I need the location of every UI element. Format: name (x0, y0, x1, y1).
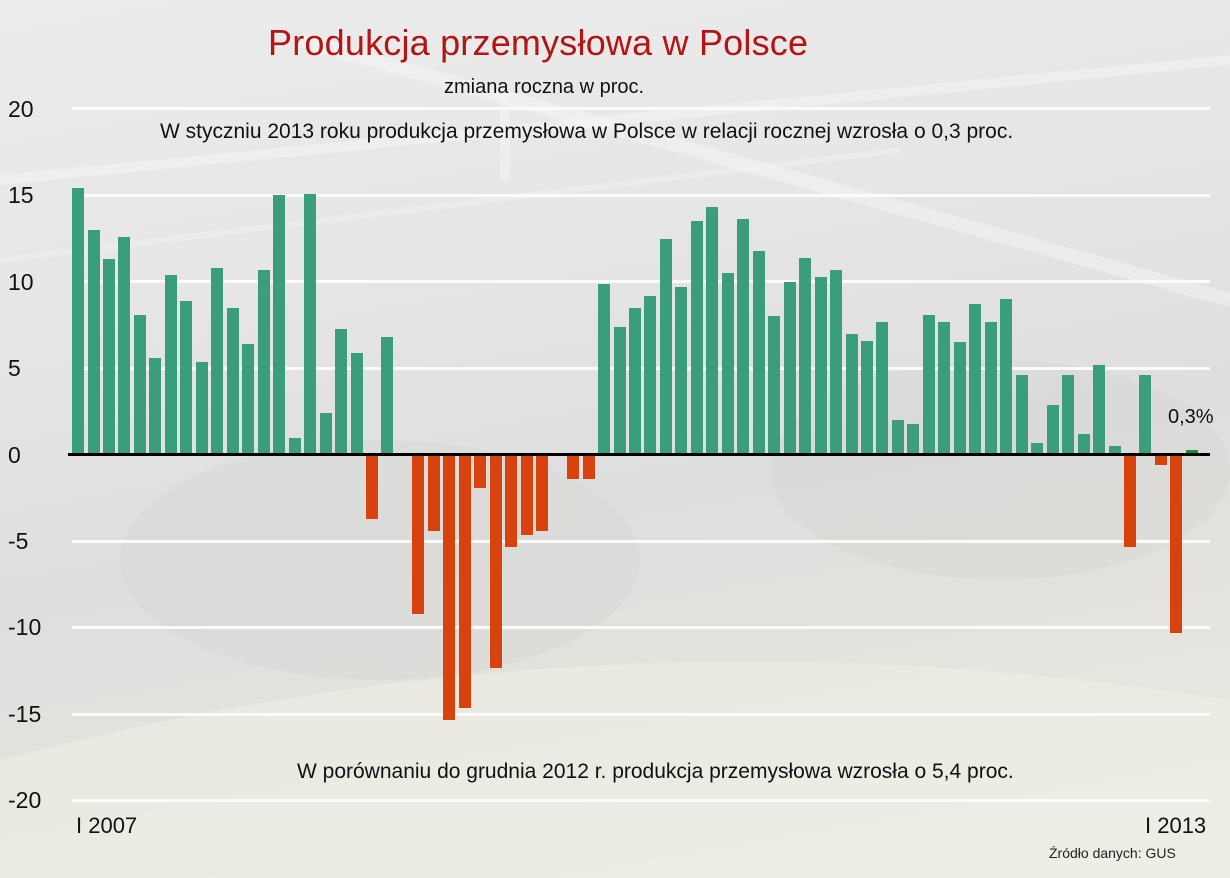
bar-2008-01 (257, 269, 270, 455)
bar-2008-12 (427, 455, 440, 532)
y-tick-label: -5 (8, 528, 29, 554)
gridline (72, 367, 1210, 370)
bar-2012-08 (1108, 446, 1121, 455)
bar-2010-11 (783, 281, 796, 455)
y-tick-label: -20 (8, 787, 42, 813)
bar-2007-08 (180, 300, 193, 455)
bar-2009-03 (474, 455, 487, 488)
bar-2007-03 (102, 259, 115, 455)
bar-2008-08 (365, 455, 378, 520)
bar-2009-04 (489, 455, 502, 668)
bar-2012-12 (1170, 455, 1183, 634)
gridline (72, 713, 1210, 716)
bar-2011-09 (938, 321, 951, 455)
bar-2010-07 (721, 273, 734, 455)
bar-2007-02 (87, 229, 100, 455)
bar-2011-08 (922, 314, 935, 455)
gridline (72, 799, 1210, 802)
data-source: Źródło danych: GUS (1049, 845, 1176, 861)
bar-2012-07 (1093, 364, 1105, 455)
bar-2011-06 (891, 420, 904, 455)
bar-2012-05 (1062, 375, 1075, 455)
bar-2010-01 (628, 307, 641, 455)
bar-2012-09 (1124, 455, 1136, 547)
bar-2011-02 (830, 269, 842, 455)
gridline (72, 540, 1210, 543)
annotation-top: W styczniu 2013 roku produkcja przemysło… (160, 120, 1014, 143)
x-axis-end-label: I 2013 (1145, 813, 1207, 838)
bar-2008-09 (381, 337, 394, 455)
annotation-bottom: W porównaniu do grudnia 2012 r. produkcj… (297, 760, 1014, 783)
bar-2007-11 (226, 307, 239, 455)
bar-2009-12 (613, 326, 626, 455)
bar-2012-04 (1046, 404, 1059, 455)
bar-2011-05 (876, 321, 889, 455)
gridline (72, 626, 1210, 629)
bar-2010-08 (737, 219, 750, 455)
bar-2012-01 (1000, 299, 1013, 455)
bar-2007-05 (133, 314, 146, 455)
bar-2008-03 (288, 437, 301, 455)
bar-2012-02 (1015, 375, 1028, 455)
bar-2007-01 (72, 188, 84, 455)
bar-2011-10 (953, 342, 966, 455)
bar-2008-02 (273, 195, 286, 455)
chart-title: Produkcja przemysłowa w Polsce (268, 22, 809, 63)
bar-2008-06 (335, 328, 347, 455)
x-axis-start-label: I 2007 (76, 813, 138, 838)
bar-2007-12 (242, 344, 255, 455)
bar-2012-11 (1154, 455, 1167, 466)
y-tick-label: -10 (8, 614, 42, 640)
bar-2011-07 (907, 423, 920, 455)
bar-2011-11 (969, 304, 982, 455)
bar-2013-01 (1185, 449, 1198, 455)
gridline (72, 194, 1210, 197)
bar-2011-04 (861, 340, 873, 455)
y-tick-label: 15 (8, 182, 34, 208)
gridline (72, 280, 1210, 283)
bar-2012-03 (1031, 442, 1044, 455)
bar-2012-10 (1139, 375, 1152, 455)
bar-2008-04 (304, 193, 317, 455)
bar-2007-09 (195, 361, 208, 455)
bar-2011-03 (845, 333, 858, 455)
bar-2008-07 (350, 352, 363, 455)
y-tick-label: -15 (8, 701, 42, 727)
bar-2008-05 (319, 413, 332, 455)
bar-2010-12 (799, 257, 812, 455)
bar-2007-06 (149, 358, 162, 455)
bar-2010-04 (675, 287, 688, 455)
bar-2010-02 (644, 295, 657, 455)
bar-2009-06 (520, 455, 533, 535)
y-tick-label: 0 (8, 442, 21, 468)
bar-2009-11 (598, 283, 610, 455)
y-tick-label: 10 (8, 269, 34, 295)
bar-2009-10 (582, 455, 595, 480)
bar-2010-10 (768, 316, 781, 455)
bar-2010-06 (706, 207, 719, 455)
bar-2007-07 (164, 274, 177, 455)
bar-2008-11 (412, 455, 425, 615)
bar-2010-03 (659, 238, 672, 455)
bar-2009-07 (536, 455, 549, 532)
bar-2011-01 (814, 276, 827, 455)
bar-2007-04 (118, 236, 131, 455)
bar-2009-02 (458, 455, 471, 708)
chart-subtitle: zmiana roczna w proc. (444, 76, 645, 98)
bar-2010-05 (690, 221, 703, 455)
bar-2012-06 (1077, 434, 1090, 455)
bar-2009-09 (567, 455, 579, 480)
bar-2009-01 (443, 455, 456, 720)
bar-2010-09 (752, 250, 765, 455)
bar-2011-12 (984, 321, 997, 455)
y-tick-label: 5 (8, 355, 21, 381)
zero-axis-line (68, 453, 1210, 456)
last-value-label: 0,3% (1168, 406, 1214, 428)
bar-2009-05 (505, 455, 518, 547)
bar-2007-10 (211, 267, 224, 455)
y-tick-label: 20 (8, 96, 34, 122)
gridline (72, 107, 1210, 110)
